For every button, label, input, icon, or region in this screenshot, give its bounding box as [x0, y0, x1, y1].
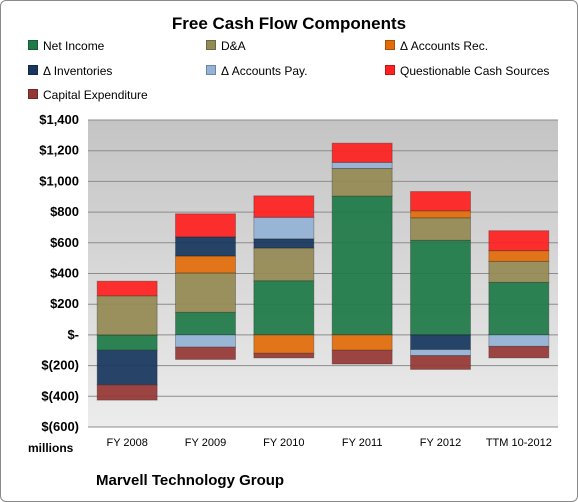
bar-questionable-cash-sources	[253, 195, 315, 218]
legend-label: D&A	[221, 39, 246, 53]
y-tick-label: $400	[50, 266, 79, 281]
y-tick-label: $(400)	[41, 388, 79, 403]
x-tick-label: FY 2009	[185, 437, 226, 449]
x-tick-label: FY 2010	[263, 437, 304, 449]
bar-d-a	[488, 260, 550, 283]
legend-item-accounts-rec: Δ Accounts Rec.	[385, 39, 488, 53]
bar-capital-expenditure	[331, 349, 393, 365]
bar-net-income	[96, 334, 158, 351]
bar-questionable-cash-sources	[175, 213, 236, 238]
bar-capital-expenditure	[175, 346, 236, 360]
legend-swatch	[206, 40, 216, 50]
bar-net-income	[253, 280, 315, 336]
legend-swatch	[28, 65, 38, 75]
legend-item-capex: Capital Expenditure	[28, 88, 148, 102]
bar-d-a	[331, 168, 393, 197]
y-tick-label: $800	[50, 204, 79, 219]
y-tick-label: $600	[50, 235, 79, 250]
chart-title: Free Cash Flow Components	[171, 14, 407, 33]
bar-accounts-pay	[331, 161, 393, 170]
bar-accounts-pay	[175, 334, 236, 348]
bar-questionable-cash-sources	[331, 142, 393, 163]
bar-net-income	[410, 239, 471, 336]
legend-label: Capital Expenditure	[43, 88, 148, 102]
legend-label: Questionable Cash Sources	[400, 64, 550, 78]
bar-accounts-rec	[488, 250, 550, 262]
x-tick-label: TTM 10-2012	[486, 437, 552, 449]
bar-capital-expenditure	[488, 345, 550, 359]
y-tick-label: $-	[67, 327, 79, 342]
bar-capital-expenditure	[410, 355, 471, 370]
units-label: millions	[28, 441, 74, 455]
bar-accounts-pay	[488, 334, 550, 347]
bar-accounts-rec	[253, 334, 315, 354]
company-name: Marvell Technology Group	[96, 472, 285, 489]
y-tick-label: $200	[50, 296, 79, 311]
bar-d-a	[96, 295, 158, 336]
y-tick-label: $1,400	[39, 112, 79, 127]
bar-inventories	[410, 334, 471, 350]
bar-accounts-pay	[410, 348, 471, 357]
bar-accounts-pay	[253, 216, 315, 240]
bar-questionable-cash-sources	[488, 230, 550, 252]
bar-d-a	[253, 247, 315, 282]
legend-label: Δ Accounts Pay.	[221, 64, 308, 78]
bar-d-a	[410, 217, 471, 241]
x-tick-label: FY 2011	[342, 437, 383, 449]
bar-accounts-rec	[175, 255, 236, 274]
legend-item-d-and-a: D&A	[206, 39, 246, 53]
legend-item-accounts-pay: Δ Accounts Pay.	[206, 64, 308, 78]
legend-item-questionable-cash: Questionable Cash Sources	[385, 64, 549, 78]
bar-questionable-cash-sources	[410, 191, 471, 212]
y-tick-label: $1,200	[39, 143, 79, 158]
y-tick-label: $(600)	[41, 419, 79, 434]
bar-capital-expenditure	[253, 352, 315, 359]
legend-item-net-income: Net Income	[28, 39, 104, 53]
legend-label: Δ Inventories	[43, 64, 113, 78]
bar-inventories	[96, 349, 158, 386]
x-tick-label: FY 2008	[106, 437, 147, 449]
x-tick-label: FY 2012	[420, 437, 461, 449]
bar-questionable-cash-sources	[96, 280, 158, 297]
bar-d-a	[175, 272, 236, 313]
bar-capital-expenditure	[96, 384, 158, 401]
bar-net-income	[488, 281, 550, 336]
bar-inventories	[175, 236, 236, 257]
bar-net-income	[175, 311, 236, 336]
bar-accounts-rec	[331, 334, 393, 351]
bar-accounts-rec	[410, 210, 471, 219]
y-tick-label: $(200)	[41, 358, 79, 373]
legend-swatch	[28, 89, 38, 99]
bar-net-income	[331, 195, 393, 336]
y-tick-label: $1,000	[39, 173, 79, 188]
legend-item-inventories: Δ Inventories	[28, 64, 112, 78]
legend-swatch	[206, 65, 216, 75]
legend-label: Δ Accounts Rec.	[400, 39, 489, 53]
legend-swatch	[385, 40, 395, 50]
bar-inventories	[253, 238, 315, 249]
legend-swatch	[385, 65, 395, 75]
legend-swatch	[28, 40, 38, 50]
legend-label: Net Income	[43, 39, 105, 53]
